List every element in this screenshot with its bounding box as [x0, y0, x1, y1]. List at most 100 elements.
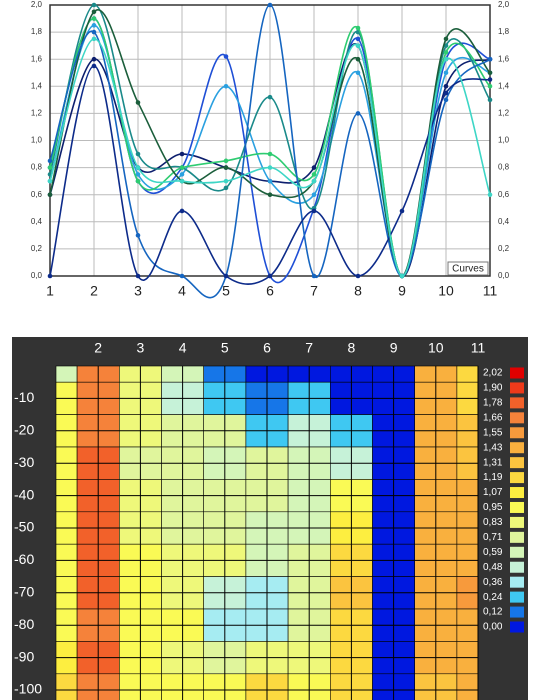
point [223, 178, 229, 184]
curve [49, 65, 491, 285]
x-tick-label: 11 [471, 340, 486, 356]
point [179, 208, 185, 214]
colorbar-swatch [510, 367, 524, 379]
point [47, 178, 53, 184]
point [355, 25, 361, 31]
y-tick-label: -70 [14, 584, 34, 600]
y-tick-label: 1,6 [31, 54, 43, 63]
colorbar-label: 0,36 [483, 577, 503, 588]
x-tick-label: 9 [390, 340, 398, 356]
point [179, 151, 185, 157]
y-tick-label: 0,0 [31, 271, 43, 280]
x-tick-label: 4 [178, 283, 186, 299]
point [135, 100, 141, 105]
colorbar-swatch [510, 487, 524, 499]
x-tick-label: 6 [266, 283, 274, 299]
point [355, 36, 361, 42]
y-tick-label: -60 [14, 551, 34, 567]
point [91, 2, 97, 8]
y-tick-label: -10 [14, 389, 34, 405]
colorbar-swatch [510, 516, 524, 528]
point [443, 56, 449, 62]
point [223, 158, 229, 164]
point [267, 178, 273, 184]
colorbar-label: 1,07 [483, 487, 503, 498]
y2-tick-label: 0,6 [498, 190, 510, 199]
colorbar-label: 0,71 [483, 532, 503, 543]
x-tick-label: 1 [46, 283, 54, 299]
colorbar-swatch [510, 382, 524, 394]
y-tick-label: -100 [14, 681, 42, 697]
colorbar-label: 0,12 [483, 607, 503, 618]
point [135, 233, 141, 238]
y-tick-label: 0,2 [31, 244, 43, 253]
colorbar-swatch [510, 397, 524, 409]
heat-cell [55, 673, 78, 700]
point [311, 273, 317, 279]
point [487, 70, 493, 76]
colorbar-swatch [510, 501, 524, 513]
y-tick-label: 1,8 [31, 27, 43, 36]
heat-cell [55, 365, 78, 383]
colorbar-swatch [510, 591, 524, 603]
x-tick-label: 4 [179, 340, 187, 356]
point [267, 2, 273, 8]
point [47, 158, 53, 164]
point [47, 165, 53, 170]
point [91, 63, 97, 69]
colorbar-label: 1,43 [483, 442, 503, 453]
colorbar-swatch [510, 606, 524, 618]
y-tick-label: 2,0 [31, 0, 43, 9]
point [223, 273, 229, 279]
point [91, 56, 97, 62]
colorbar-label: 1,19 [483, 472, 503, 483]
point [311, 192, 317, 197]
colorbar-swatch [510, 561, 524, 573]
point [223, 165, 229, 170]
point [399, 273, 405, 279]
colorbar-label: 0,83 [483, 517, 503, 528]
point [267, 192, 273, 197]
y-tick-label: 1,2 [31, 109, 43, 118]
y2-tick-label: 1,8 [498, 27, 510, 36]
point [443, 90, 449, 96]
colorbar-swatch [510, 457, 524, 469]
annotation-box [447, 261, 489, 276]
point [443, 84, 449, 89]
point [355, 70, 361, 76]
point [267, 165, 273, 170]
point [443, 50, 449, 55]
point [311, 208, 317, 214]
y-tick-label: 1,4 [31, 81, 43, 90]
y-tick-label: -90 [14, 648, 34, 664]
point [267, 94, 273, 100]
point [179, 165, 185, 170]
point [355, 273, 361, 279]
point [91, 36, 97, 42]
point [267, 151, 273, 157]
y2-tick-label: 1,0 [498, 136, 510, 145]
colorbar-label: 0,95 [483, 502, 503, 513]
y2-tick-label: 1,6 [498, 54, 510, 63]
y-tick-label: -20 [14, 422, 34, 438]
y-tick-label: -40 [14, 486, 34, 502]
y2-tick-label: 1,2 [498, 109, 510, 118]
y2-tick-label: 2,0 [498, 0, 510, 9]
colorbar-label: 0,48 [483, 562, 503, 573]
point [443, 43, 449, 48]
x-tick-label: 7 [305, 340, 313, 356]
point [443, 36, 449, 42]
point [223, 84, 229, 89]
colorbar-label: 0,59 [483, 547, 503, 558]
point [443, 70, 449, 76]
x-tick-label: 2 [94, 340, 102, 356]
x-tick-label: 10 [428, 340, 444, 356]
point [355, 56, 361, 62]
x-tick-label: 3 [137, 340, 145, 356]
heat-cell [456, 365, 479, 383]
colorbar-label: 0,00 [483, 622, 503, 633]
point [443, 97, 449, 103]
colorbar-swatch [510, 546, 524, 558]
colorbar-swatch [510, 442, 524, 454]
